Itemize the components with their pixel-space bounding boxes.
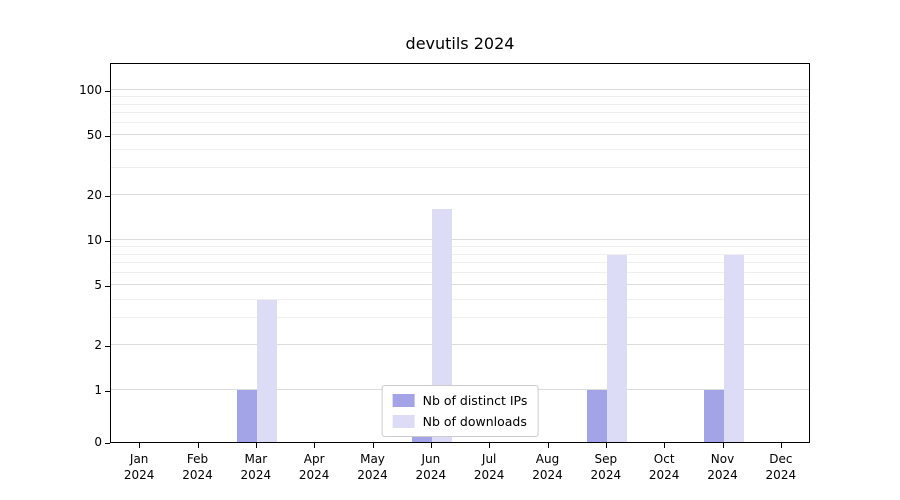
legend-swatch (392, 394, 415, 407)
x-tick-mark (430, 443, 432, 448)
x-tick-label: Jun 2024 (415, 452, 447, 483)
y-tick-label: 2 (94, 337, 102, 352)
y-tick-label: 1 (94, 383, 102, 397)
y-tick-label: 50 (86, 128, 102, 143)
y-tick-mark (105, 345, 110, 347)
y-tick-mark (105, 286, 110, 288)
minor-gridline (111, 317, 809, 319)
bar-nb-of-distinct-ips-mar-2024 (236, 390, 257, 442)
x-tick-label: May 2024 (357, 452, 388, 483)
x-tick-label: Feb 2024 (182, 452, 213, 483)
bar-nb-of-downloads-sep-2024 (606, 254, 627, 442)
y-tick-label: 20 (86, 187, 102, 202)
x-tick-mark (722, 443, 724, 448)
bar-nb-of-distinct-ips-sep-2024 (586, 390, 607, 442)
y-tick-mark (105, 91, 110, 92)
minor-gridline (111, 103, 809, 105)
legend-swatch (392, 415, 415, 428)
minor-gridline (111, 95, 809, 97)
minor-gridline (111, 112, 809, 114)
x-tick-label: Mar 2024 (240, 452, 272, 483)
x-tick-mark (780, 443, 782, 448)
legend-item: Nb of distinct IPs (392, 393, 528, 408)
minor-gridline (111, 245, 809, 247)
x-tick-label: Oct 2024 (648, 452, 680, 483)
legend: Nb of distinct IPs Nb of downloads (381, 385, 539, 437)
major-gridline (111, 89, 809, 90)
minor-gridline (111, 298, 809, 300)
x-tick-mark (547, 443, 549, 448)
minor-gridline (111, 253, 809, 255)
bar-nb-of-downloads-mar-2024 (256, 299, 277, 442)
legend-item: Nb of downloads (392, 414, 528, 429)
y-tick-label: 100 (79, 83, 102, 97)
minor-gridline (111, 167, 809, 169)
y-tick-mark (105, 241, 110, 242)
major-gridline (111, 239, 809, 240)
x-tick-mark (489, 443, 491, 448)
chart-title: devutils 2024 (405, 34, 515, 53)
y-tick-label: 0 (94, 435, 102, 449)
major-gridline (111, 134, 809, 136)
x-tick-mark (605, 443, 607, 448)
y-tick-label: 10 (86, 233, 102, 247)
legend-item-label: Nb of downloads (422, 414, 527, 429)
x-tick-mark (139, 443, 141, 448)
minor-gridline (111, 148, 809, 150)
x-tick-label: Apr 2024 (298, 452, 330, 483)
x-tick-label: Sep 2024 (590, 452, 622, 483)
major-gridline (111, 284, 809, 286)
x-tick-label: Nov 2024 (707, 452, 738, 483)
bar-nb-of-downloads-jun-2024 (431, 209, 452, 442)
x-tick-mark (255, 443, 257, 448)
x-tick-mark (197, 443, 199, 448)
y-tick-mark (105, 391, 110, 392)
major-gridline (111, 193, 809, 195)
x-tick-mark (372, 443, 374, 448)
x-tick-mark (314, 443, 316, 448)
major-gridline (111, 343, 809, 345)
minor-gridline (111, 262, 809, 264)
y-tick-label: 5 (94, 278, 102, 293)
x-tick-label: Aug 2024 (532, 452, 563, 483)
y-tick-mark (105, 136, 110, 138)
x-tick-label: Dec 2024 (765, 452, 797, 483)
x-tick-label: Jul 2024 (473, 452, 505, 483)
plot-area: Nb of distinct IPs Nb of downloads (110, 63, 810, 443)
minor-gridline (111, 122, 809, 124)
bar-nb-of-distinct-ips-nov-2024 (703, 390, 724, 442)
y-tick-mark (105, 195, 110, 197)
x-tick-mark (664, 443, 666, 448)
x-tick-label: Jan 2024 (123, 452, 155, 483)
legend-item-label: Nb of distinct IPs (422, 393, 528, 408)
minor-gridline (111, 272, 809, 274)
y-tick-mark (105, 443, 110, 444)
bar-nb-of-downloads-nov-2024 (723, 254, 744, 442)
